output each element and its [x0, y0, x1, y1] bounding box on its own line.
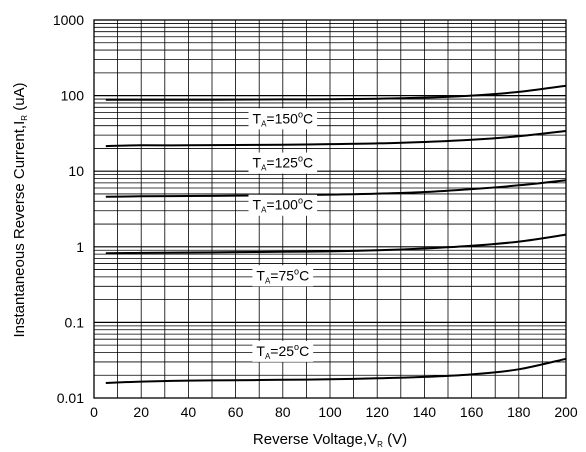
curve-label-bg — [252, 340, 314, 362]
curve-150 — [105, 84, 567, 101]
grid — [94, 20, 566, 398]
x-tick-label: 160 — [460, 404, 484, 420]
curve-label-text: TA=100oC — [253, 196, 314, 215]
curve-label-text: TA=125oC — [253, 154, 314, 173]
x-tick-label: 120 — [366, 404, 390, 420]
y-tick-label: 100 — [61, 88, 85, 104]
y-tick-label: 1 — [76, 239, 84, 255]
curve-label-text: TA=150oC — [253, 109, 314, 128]
x-tick-label: 100 — [318, 404, 342, 420]
curve-label-100: TA=100oC — [248, 194, 318, 216]
curve-labels: TA=150oC TA=125oC TA=100oC TA=75oC TA=25oC — [248, 108, 318, 362]
y-tick-label: 0.1 — [65, 314, 85, 330]
curve-label-75: TA=75oC — [252, 265, 314, 287]
curve-label-125: TA=125oC — [248, 152, 318, 174]
curve-100 — [105, 179, 567, 198]
x-tick-label: 200 — [554, 404, 578, 420]
curve-label-25: TA=25oC — [252, 340, 314, 362]
tick-labels: 0 20 40 60 80 100 120 140 160 180 200 0.01 0.1 1 10 100… — [53, 12, 578, 420]
curve-label-text: TA=25oC — [256, 342, 309, 361]
curve-125 — [105, 130, 567, 148]
curve-label-bg — [252, 265, 314, 287]
curve-label-bg — [248, 194, 318, 216]
y-tick-label: 10 — [68, 163, 84, 179]
x-tick-label: 0 — [90, 404, 98, 420]
curve-label-bg — [248, 108, 318, 130]
curve-25 — [105, 357, 567, 384]
y-tick-label: 0.01 — [57, 390, 84, 406]
x-tick-label: 20 — [133, 404, 149, 420]
y-tick-label: 1000 — [53, 12, 84, 28]
x-axis-title: Reverse Voltage,VR (V) — [253, 431, 407, 449]
x-tick-label: 60 — [228, 404, 244, 420]
curve-75 — [105, 233, 567, 255]
x-tick-label: 140 — [413, 404, 437, 420]
curve-label-text: TA=75oC — [256, 266, 309, 285]
curve-label-150: TA=150oC — [248, 108, 318, 130]
x-tick-label: 80 — [275, 404, 291, 420]
x-tick-label: 180 — [507, 404, 531, 420]
x-tick-label: 40 — [181, 404, 197, 420]
curve-label-bg — [248, 152, 318, 174]
plot-frame — [93, 19, 567, 399]
y-axis-title: Instantaneous Reverse Current,IR (uA) — [11, 82, 29, 337]
curves — [105, 84, 567, 384]
